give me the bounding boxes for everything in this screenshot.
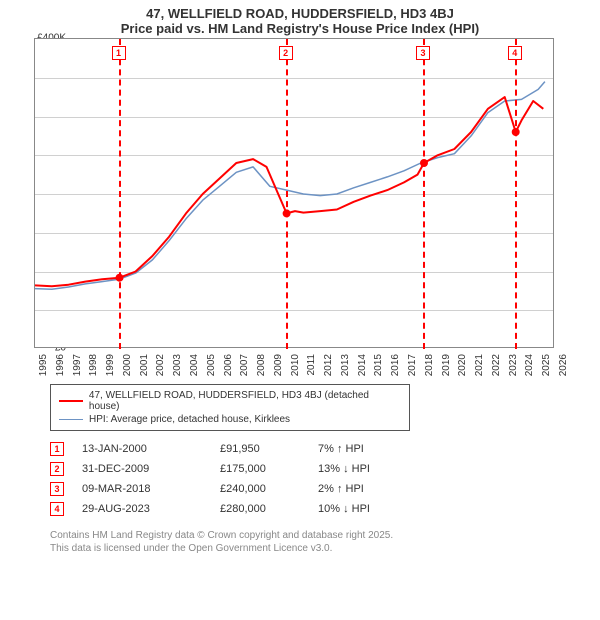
x-tick-label: 2026 — [558, 354, 569, 376]
sale-vline — [119, 39, 121, 349]
title-line-2: Price paid vs. HM Land Registry's House … — [0, 21, 600, 36]
x-tick-label: 1999 — [105, 354, 116, 376]
x-tick-label: 2003 — [172, 354, 183, 376]
sale-vline — [286, 39, 288, 349]
chart-container: 47, WELLFIELD ROAD, HUDDERSFIELD, HD3 4B… — [0, 0, 600, 620]
sales-date: 31-DEC-2009 — [82, 463, 202, 475]
legend-swatch — [59, 400, 83, 402]
x-tick-label: 2014 — [357, 354, 368, 376]
x-tick-label: 2013 — [340, 354, 351, 376]
sale-vline — [515, 39, 517, 349]
sales-row: 4 29-AUG-2023 £280,000 10% ↓ HPI — [50, 499, 600, 519]
sale-number-box: 4 — [508, 46, 522, 60]
footer-line-1: Contains HM Land Registry data © Crown c… — [50, 529, 600, 542]
title-block: 47, WELLFIELD ROAD, HUDDERSFIELD, HD3 4B… — [0, 0, 600, 38]
sales-price: £175,000 — [220, 463, 300, 475]
x-tick-label: 2023 — [508, 354, 519, 376]
chart-area: £0£50K£100K£150K£200K£250K£300K£350K£400… — [34, 38, 594, 378]
sales-date: 13-JAN-2000 — [82, 443, 202, 455]
x-tick-label: 2025 — [541, 354, 552, 376]
x-tick-label: 2020 — [457, 354, 468, 376]
x-tick-label: 2011 — [306, 354, 317, 376]
sales-num-box: 3 — [50, 482, 64, 496]
sales-num-box: 2 — [50, 462, 64, 476]
sales-row: 2 31-DEC-2009 £175,000 13% ↓ HPI — [50, 459, 600, 479]
series-price_paid — [424, 97, 516, 163]
x-tick-label: 2007 — [239, 354, 250, 376]
series-svg — [35, 39, 555, 349]
sales-price: £280,000 — [220, 503, 300, 515]
x-tick-label: 2019 — [441, 354, 452, 376]
series-price_paid — [516, 101, 544, 132]
sales-table: 1 13-JAN-2000 £91,950 7% ↑ HPI 2 31-DEC-2009 £… — [50, 439, 600, 519]
x-tick-label: 2017 — [407, 354, 418, 376]
sales-hpi: 7% ↑ HPI — [318, 443, 418, 455]
sales-date: 09-MAR-2018 — [82, 483, 202, 495]
x-tick-label: 2001 — [139, 354, 150, 376]
legend-row: 47, WELLFIELD ROAD, HUDDERSFIELD, HD3 4B… — [59, 389, 401, 413]
x-tick-label: 2016 — [390, 354, 401, 376]
sales-num-box: 1 — [50, 442, 64, 456]
x-tick-label: 1998 — [88, 354, 99, 376]
sales-row: 1 13-JAN-2000 £91,950 7% ↑ HPI — [50, 439, 600, 459]
series-hpi — [35, 82, 545, 290]
sale-number-box: 2 — [279, 46, 293, 60]
x-tick-label: 2009 — [273, 354, 284, 376]
sales-hpi: 13% ↓ HPI — [318, 463, 418, 475]
x-tick-label: 2002 — [155, 354, 166, 376]
sale-vline — [423, 39, 425, 349]
x-tick-label: 2000 — [122, 354, 133, 376]
x-tick-label: 2022 — [491, 354, 502, 376]
x-tick-label: 2004 — [189, 354, 200, 376]
legend-swatch — [59, 419, 83, 420]
x-tick-label: 2018 — [424, 354, 435, 376]
x-tick-label: 2021 — [474, 354, 485, 376]
x-tick-label: 2024 — [524, 354, 535, 376]
x-tick-label: 1997 — [72, 354, 83, 376]
sales-row: 3 09-MAR-2018 £240,000 2% ↑ HPI — [50, 479, 600, 499]
sales-price: £240,000 — [220, 483, 300, 495]
sales-num-box: 4 — [50, 502, 64, 516]
x-tick-label: 2015 — [373, 354, 384, 376]
x-tick-label: 2005 — [206, 354, 217, 376]
plot-area — [34, 38, 554, 348]
x-tick-label: 2010 — [290, 354, 301, 376]
footer-line-2: This data is licensed under the Open Gov… — [50, 542, 600, 555]
x-tick-label: 2008 — [256, 354, 267, 376]
x-tick-label: 2006 — [223, 354, 234, 376]
x-tick-label: 1995 — [38, 354, 49, 376]
sale-number-box: 1 — [112, 46, 126, 60]
legend: 47, WELLFIELD ROAD, HUDDERSFIELD, HD3 4B… — [50, 384, 410, 431]
sales-hpi: 10% ↓ HPI — [318, 503, 418, 515]
sales-price: £91,950 — [220, 443, 300, 455]
legend-label: HPI: Average price, detached house, Kirk… — [89, 414, 290, 425]
sales-hpi: 2% ↑ HPI — [318, 483, 418, 495]
x-tick-label: 1996 — [55, 354, 66, 376]
sales-date: 29-AUG-2023 — [82, 503, 202, 515]
x-tick-label: 2012 — [323, 354, 334, 376]
footer: Contains HM Land Registry data © Crown c… — [50, 529, 600, 555]
title-line-1: 47, WELLFIELD ROAD, HUDDERSFIELD, HD3 4B… — [0, 6, 600, 21]
legend-row: HPI: Average price, detached house, Kirk… — [59, 413, 401, 426]
legend-label: 47, WELLFIELD ROAD, HUDDERSFIELD, HD3 4B… — [89, 390, 401, 412]
sale-number-box: 3 — [416, 46, 430, 60]
